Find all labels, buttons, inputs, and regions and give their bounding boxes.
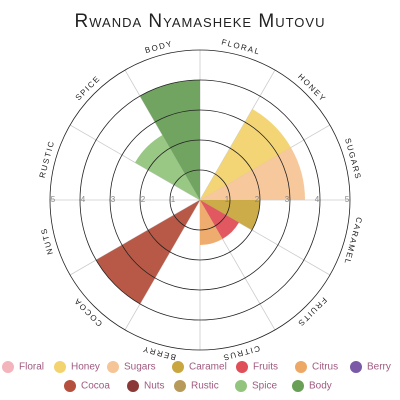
r-tick-label: 1 <box>171 195 176 204</box>
legend-label: Body <box>309 381 332 392</box>
r-tick-label: 5 <box>51 195 56 204</box>
spoke <box>124 199 201 331</box>
sector <box>135 135 200 200</box>
legend-swatch <box>174 380 186 392</box>
legend-label: Caramel <box>189 362 227 373</box>
category-label: RUSTIC <box>38 139 57 179</box>
legend-swatch <box>295 361 307 373</box>
legend-label: Nuts <box>144 381 165 392</box>
r-tick-label: 4 <box>315 195 320 204</box>
grid-ring <box>169 169 231 231</box>
legend-swatch <box>54 361 66 373</box>
r-tick-label: 4 <box>81 195 86 204</box>
legend-label: Cocoa <box>81 381 110 392</box>
category-label: SUGARS <box>343 137 363 181</box>
category-label: HONEY <box>296 72 328 104</box>
category-label: CARAMEL <box>342 216 363 266</box>
sector <box>200 200 239 239</box>
legend-swatch <box>2 361 14 373</box>
r-tick-label: 3 <box>111 195 116 204</box>
category-label: SPICE <box>74 74 103 103</box>
category-label: BERRY <box>141 344 177 362</box>
sector <box>200 147 305 200</box>
legend-swatch <box>236 361 248 373</box>
r-tick-label: 2 <box>255 195 260 204</box>
category-label: NUTS <box>39 226 55 255</box>
legend-swatch <box>350 361 362 373</box>
legend-swatch <box>235 380 247 392</box>
category-label: FRUITS <box>295 295 328 328</box>
legend-label: Floral <box>19 362 44 373</box>
legend-label: Berry <box>367 362 391 373</box>
legend-label: Rustic <box>191 381 219 392</box>
category-label: COCOA <box>72 296 104 328</box>
grid-ring <box>79 79 321 321</box>
legend-swatch <box>292 380 304 392</box>
category-label: BODY <box>144 39 174 55</box>
r-tick-label: 3 <box>285 195 290 204</box>
grid-ring <box>49 49 351 351</box>
legend-label: Citrus <box>312 362 338 373</box>
legend-swatch <box>172 361 184 373</box>
legend-label: Honey <box>71 362 100 373</box>
category-label: FLORAL <box>220 37 261 56</box>
legend-label: Spice <box>252 381 277 392</box>
sector <box>200 109 291 200</box>
legend-label: Fruits <box>253 362 278 373</box>
r-tick-label: 1 <box>225 195 230 204</box>
r-tick-label: 2 <box>141 195 146 204</box>
legend-swatch <box>64 380 76 392</box>
sector <box>140 80 200 200</box>
grid-ring <box>139 139 261 261</box>
category-label: CITRUS <box>221 344 261 363</box>
r-tick-label: 5 <box>345 195 350 204</box>
legend-label: Sugars <box>124 362 156 373</box>
chart-title: Rwanda Nyamasheke Mutovu <box>75 11 326 32</box>
legend-swatch <box>107 361 119 373</box>
sector <box>96 200 200 304</box>
grid-ring <box>109 109 291 291</box>
sector <box>200 200 260 230</box>
legend-swatch <box>127 380 139 392</box>
sector <box>200 200 223 245</box>
